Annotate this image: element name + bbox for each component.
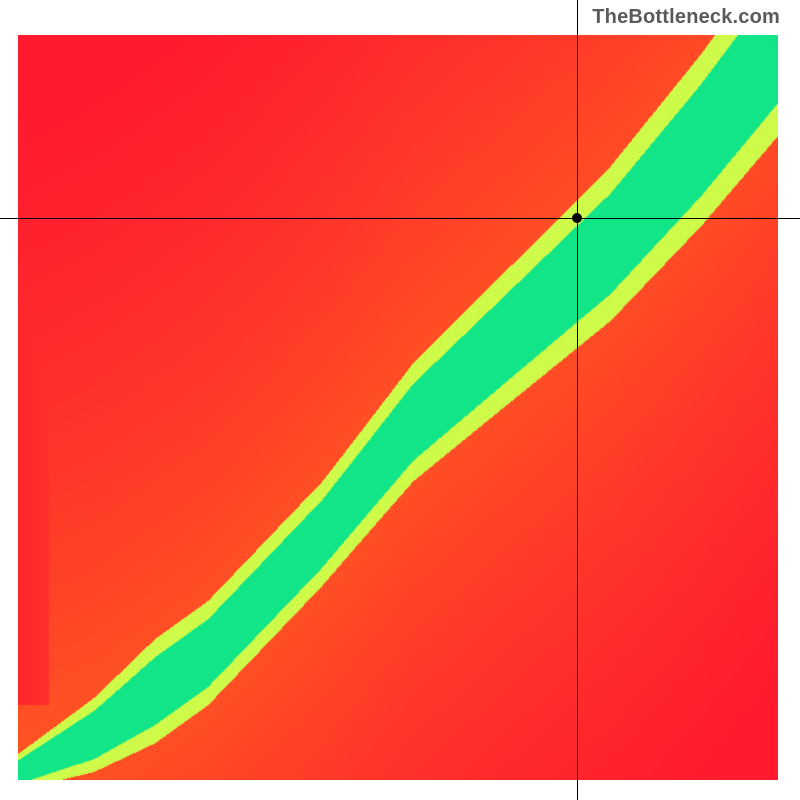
heatmap-canvas — [18, 35, 778, 780]
crosshair-horizontal — [0, 218, 800, 219]
crosshair-vertical — [577, 0, 578, 800]
watermark-text: TheBottleneck.com — [592, 6, 780, 29]
crosshair-marker — [572, 213, 582, 223]
heatmap-plot — [18, 35, 778, 780]
